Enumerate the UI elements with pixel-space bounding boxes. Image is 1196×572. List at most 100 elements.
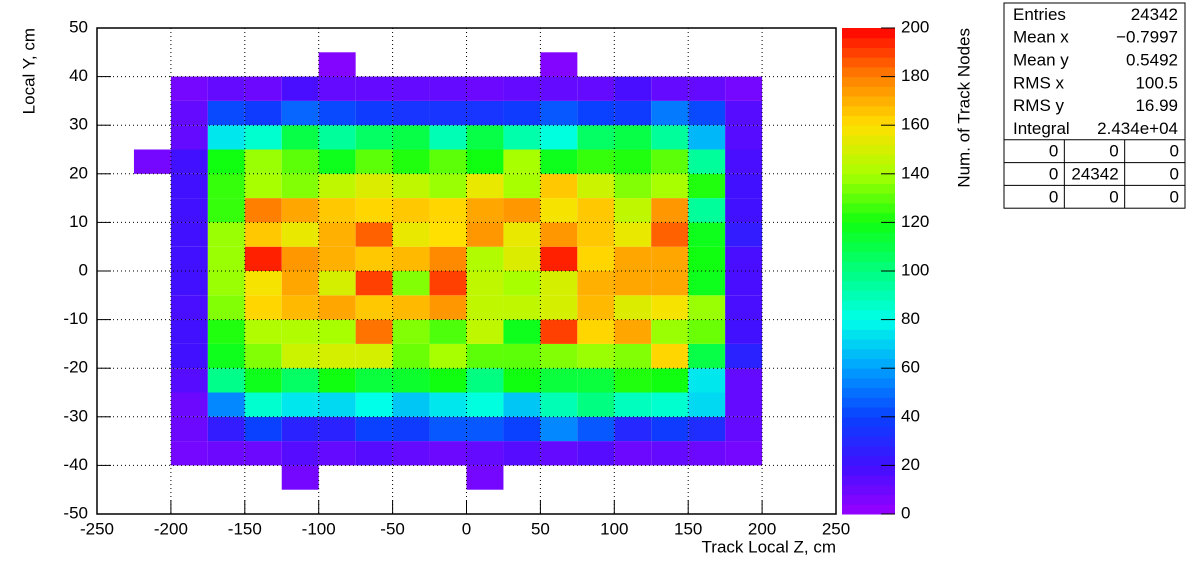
cell (503, 246, 541, 271)
cell (688, 295, 726, 320)
cell (466, 198, 504, 223)
x-tick-label: 200 (748, 519, 776, 538)
cell (429, 343, 467, 369)
z-tick-label: 80 (901, 309, 920, 328)
z-tick-label: 100 (901, 260, 929, 279)
cell (281, 319, 319, 344)
x-tick-label: 50 (531, 519, 550, 538)
cell (540, 319, 578, 344)
cell (318, 52, 356, 77)
cell (355, 271, 393, 296)
stats-value: −0.7997 (1116, 28, 1178, 47)
cell (244, 222, 282, 247)
colorbar-level (842, 445, 895, 457)
colorbar-level (842, 436, 895, 447)
stats-value: 16.99 (1135, 96, 1178, 115)
cell (207, 441, 245, 466)
cell (614, 368, 652, 393)
cell (651, 76, 689, 101)
colorbar-level (842, 144, 895, 155)
cell (429, 198, 467, 223)
cell (503, 125, 541, 150)
stats-cell: 0 (1049, 142, 1058, 161)
x-tick-label: 150 (674, 519, 702, 538)
cell (207, 343, 245, 369)
cell (651, 222, 689, 247)
stats-label: Entries (1013, 5, 1066, 24)
cell (429, 441, 467, 466)
cell (281, 392, 319, 417)
cell (429, 125, 467, 150)
colorbar-level (842, 222, 895, 233)
axes: -250 -200 -150 -100 -50 0 50 100 150 200 250-50-40… (63, 17, 850, 538)
stats-value: 100.5 (1135, 73, 1178, 92)
cell (614, 319, 652, 344)
cell (577, 100, 615, 126)
stats-label: Integral (1013, 119, 1070, 138)
cell (651, 416, 689, 442)
cell (540, 368, 578, 393)
cell (318, 149, 356, 174)
cell (170, 441, 208, 466)
cell (429, 271, 467, 296)
colorbar-level (842, 475, 895, 486)
colorbar-level (842, 300, 895, 311)
cell (355, 416, 393, 442)
cell (688, 441, 726, 466)
cell (725, 319, 763, 344)
y-tick-label: 10 (69, 212, 88, 231)
colorbar-level (842, 212, 895, 223)
cell (688, 343, 726, 369)
cell (725, 368, 763, 393)
cell (577, 343, 615, 369)
cell (392, 368, 430, 393)
cell (688, 271, 726, 296)
cell (688, 76, 726, 101)
cell (466, 416, 504, 442)
cell (614, 222, 652, 247)
cell (281, 100, 319, 126)
cell (281, 198, 319, 223)
z-tick-label: 20 (901, 455, 920, 474)
colorbar-level (842, 368, 895, 379)
cell (651, 125, 689, 150)
cell (207, 198, 245, 223)
cell (392, 392, 430, 417)
cell (577, 392, 615, 417)
cell (170, 246, 208, 271)
cell (429, 222, 467, 247)
cell (503, 368, 541, 393)
cell (429, 100, 467, 126)
cell (318, 198, 356, 223)
cell (725, 246, 763, 271)
y-tick-label: 30 (69, 115, 88, 134)
cell (688, 246, 726, 271)
cell (355, 198, 393, 223)
colorbar-level (842, 47, 895, 58)
colorbar-level (842, 504, 895, 515)
colorbar-level (842, 241, 895, 253)
cell (614, 392, 652, 417)
cell (207, 149, 245, 174)
cell (540, 441, 578, 466)
cell (466, 100, 504, 126)
x-tick-label: -100 (302, 519, 336, 538)
cell (355, 100, 393, 126)
cell (651, 198, 689, 223)
cell (170, 343, 208, 369)
cell (466, 343, 504, 369)
cell (614, 295, 652, 320)
x-tick-label: 250 (822, 519, 850, 538)
cell (355, 368, 393, 393)
cell (577, 125, 615, 150)
cell (503, 271, 541, 296)
cell (244, 319, 282, 344)
colorbar-level (842, 348, 895, 359)
cell (651, 173, 689, 199)
cell (318, 76, 356, 101)
cell (688, 173, 726, 199)
cell (392, 246, 430, 271)
colorbar-level (842, 397, 895, 408)
cell (318, 246, 356, 271)
cell (503, 76, 541, 101)
